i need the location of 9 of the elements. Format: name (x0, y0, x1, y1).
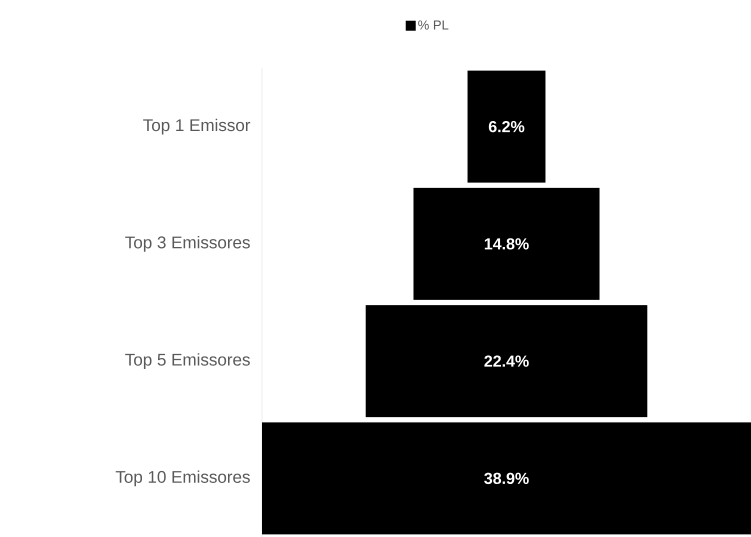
category-label: Top 3 Emissores (125, 236, 250, 252)
data-label: 38.9% (484, 472, 529, 484)
category-label: Top 1 Emissor (143, 118, 250, 135)
category-label: Top 5 Emissores (125, 353, 250, 370)
legend-label: % PL (418, 20, 448, 30)
data-label: 22.4% (484, 355, 529, 367)
category-label: Top 10 Emissores (116, 470, 250, 486)
data-label: 6.2% (488, 120, 524, 132)
data-label: 14.8% (484, 238, 529, 250)
